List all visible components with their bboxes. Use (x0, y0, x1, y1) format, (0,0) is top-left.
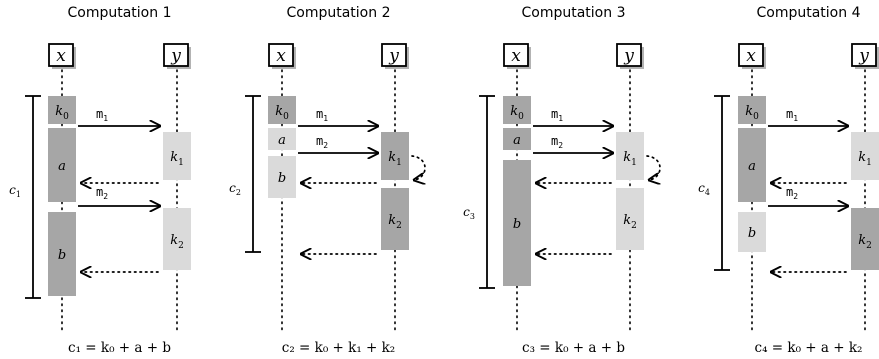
panel-formula: c₃ = k₀ + a + b (522, 340, 625, 356)
actor-box (851, 43, 877, 67)
block-label: k1 (623, 150, 637, 168)
block-label: k2 (623, 213, 637, 231)
actor-box (503, 43, 529, 67)
panel-title: Computation 2 (287, 5, 391, 21)
bracket-label: c2 (229, 181, 241, 197)
self-loop-arrow (411, 155, 426, 180)
block-k1 (381, 132, 409, 180)
block-k2 (616, 188, 644, 250)
panel-formula: c₄ = k₀ + a + k₂ (755, 340, 863, 356)
block-label: a (278, 133, 286, 148)
block-k1 (851, 132, 879, 180)
block-label: k2 (170, 233, 184, 251)
message-label: m2 (786, 185, 798, 201)
block-label: k0 (510, 104, 524, 122)
block-a (268, 128, 296, 150)
panel-title: Computation 3 (522, 5, 626, 21)
panel-formula: c₁ = k₀ + a + b (68, 340, 171, 356)
self-loop-arrow (646, 155, 661, 180)
actor-box (268, 43, 294, 67)
panel-formula: c₂ = k₀ + k₁ + k₂ (282, 340, 395, 356)
block-label: b (513, 217, 521, 232)
block-a (738, 128, 766, 202)
bracket-label: c1 (9, 183, 21, 199)
block-k0 (503, 96, 531, 124)
actor-label-y: y (388, 46, 399, 66)
panel-title: Computation 4 (757, 5, 861, 21)
block-label: k1 (170, 150, 184, 168)
actor-label-x: x (56, 46, 66, 66)
block-k0 (48, 96, 76, 124)
block-k2 (163, 208, 191, 270)
block-label: b (748, 226, 756, 241)
actor-label-y: y (623, 46, 634, 66)
actor-box (381, 43, 407, 67)
block-b (738, 212, 766, 252)
block-k0 (268, 96, 296, 124)
block-label: k0 (275, 104, 289, 122)
actor-label-y: y (170, 46, 181, 66)
actor-label-x: x (276, 46, 286, 66)
computation-panel-1: Computation 1 x y c1 k0 a b k1 k2 m1 m2 c₁ = k₀ + a… (9, 5, 191, 356)
block-label: k1 (388, 150, 402, 168)
message-label: m1 (316, 107, 328, 123)
message-label: m1 (786, 107, 798, 123)
block-a (48, 128, 76, 202)
bracket-label: c3 (463, 205, 475, 221)
block-label: k2 (388, 213, 402, 231)
actor-label-x: x (511, 46, 521, 66)
block-k0 (738, 96, 766, 124)
message-label: m2 (316, 134, 328, 150)
computation-panel-2: Computation 2 x y c2 k0 a b k1 k2 m1 m2 c₂ = k₀ + k… (229, 5, 426, 356)
block-b (503, 160, 531, 286)
bracket-label: c4 (698, 181, 710, 197)
block-b (268, 156, 296, 198)
block-k1 (163, 132, 191, 180)
computation-panel-3: Computation 3 x y c3 k0 a b k1 k2 m1 m2 c₃ = k₀ + a… (463, 5, 661, 356)
block-label: b (278, 171, 286, 186)
block-a (503, 128, 531, 150)
actor-box (616, 43, 642, 67)
block-label: a (748, 159, 756, 174)
block-label: a (513, 133, 521, 148)
block-k2 (381, 188, 409, 250)
block-label: k0 (55, 104, 69, 122)
actor-box (48, 43, 74, 67)
actor-box (738, 43, 764, 67)
block-label: b (58, 248, 66, 263)
message-label: m2 (96, 185, 108, 201)
actor-label-x: x (746, 46, 756, 66)
panel-title: Computation 1 (68, 5, 172, 21)
block-k2 (851, 208, 879, 270)
message-label: m1 (96, 107, 108, 123)
actor-label-y: y (858, 46, 869, 66)
block-label: k2 (858, 233, 872, 251)
computation-panel-4: Computation 4 x y c4 k0 a b k1 k2 m1 m2 c₄ = k₀ + a… (698, 5, 879, 356)
actor-box (163, 43, 189, 67)
message-label: m1 (551, 107, 563, 123)
block-label: k0 (745, 104, 759, 122)
block-label: a (58, 159, 66, 174)
message-label: m2 (551, 134, 563, 150)
block-k1 (616, 132, 644, 180)
block-b (48, 212, 76, 296)
block-label: k1 (858, 150, 872, 168)
